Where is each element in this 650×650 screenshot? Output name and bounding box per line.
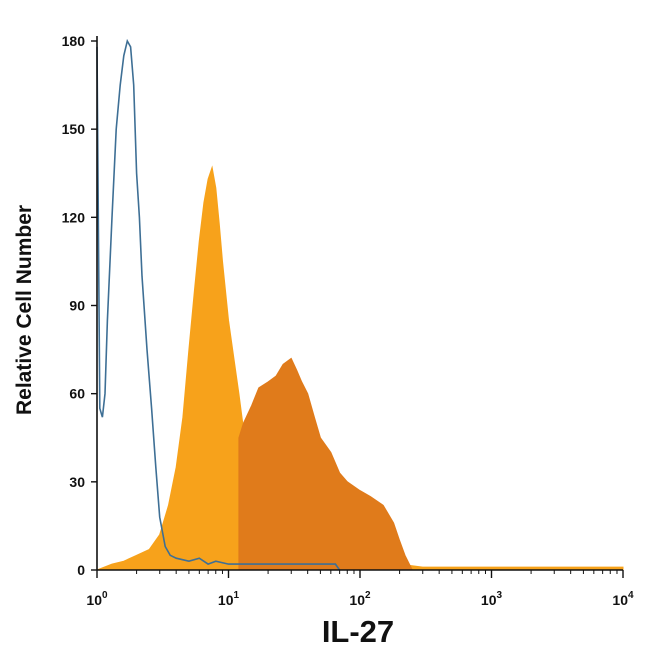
x-tick-label: 100 — [86, 590, 108, 608]
y-tick-label: 120 — [62, 209, 86, 225]
ticks-layer: 0 30 60 90 120 150 180 100 101 102 103 104 — [62, 33, 634, 608]
x-axis-title: IL-27 — [322, 614, 394, 649]
y-tick-label: 0 — [77, 562, 85, 578]
y-tick-label: 30 — [69, 474, 85, 490]
series-layer — [96, 38, 624, 571]
x-tick-label: 103 — [481, 590, 503, 608]
histogram-series-1 — [96, 165, 624, 571]
y-axis-title: Relative Cell Number — [13, 205, 36, 415]
y-tick-label: 180 — [62, 33, 86, 49]
y-tick-label: 90 — [69, 298, 85, 314]
x-tick-label: 104 — [612, 590, 634, 608]
y-tick-label: 60 — [69, 386, 85, 402]
x-tick-label: 102 — [349, 590, 371, 608]
y-tick-label: 150 — [62, 121, 86, 137]
histogram-series-2 — [238, 357, 414, 571]
x-tick-label: 101 — [218, 590, 240, 608]
histogram-series-3 — [96, 38, 341, 571]
